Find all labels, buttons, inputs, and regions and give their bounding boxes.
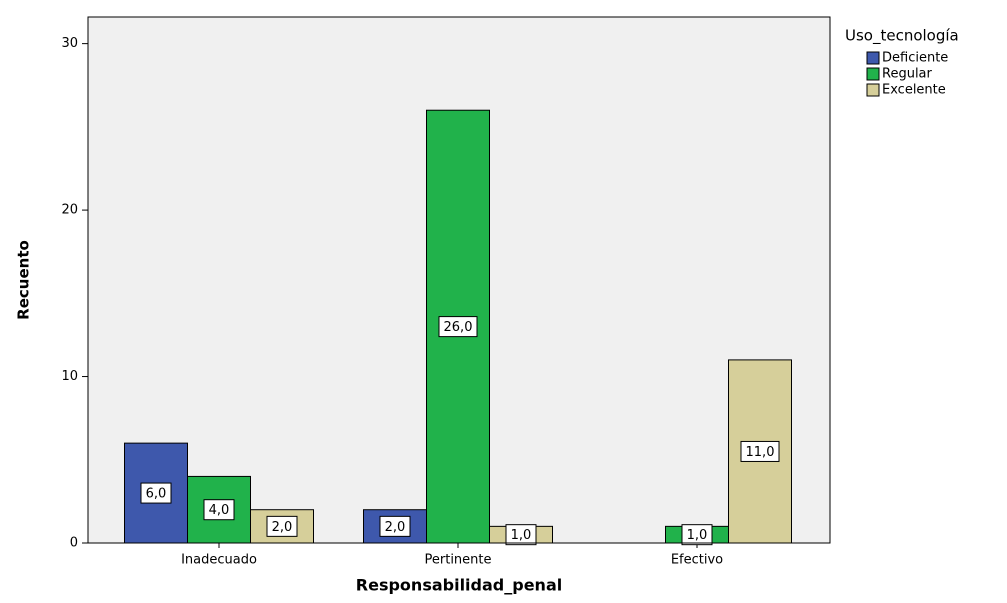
legend-label: Excelente: [882, 83, 946, 98]
legend-label: Deficiente: [882, 51, 948, 66]
value-label-box: [438, 316, 478, 338]
y-tick-label: 20: [61, 203, 78, 218]
legend-swatch: [866, 67, 880, 81]
x-axis-label: Responsabilidad_penal: [356, 576, 562, 595]
legend-swatch: [866, 51, 880, 65]
value-label: 6,0: [146, 487, 167, 502]
y-tick-label: 10: [61, 369, 78, 384]
value-label-box: [140, 482, 172, 504]
value-label-box: [740, 440, 780, 462]
value-label-box: [681, 524, 713, 546]
legend-label: Regular: [882, 67, 933, 82]
value-label: 26,0: [444, 320, 473, 335]
value-label: 11,0: [746, 445, 775, 460]
value-label: 2,0: [272, 520, 293, 535]
legend-swatch: [866, 83, 880, 97]
value-label-box: [203, 499, 235, 521]
value-label: 1,0: [687, 528, 708, 543]
value-label: 2,0: [385, 520, 406, 535]
legend-title: Uso_tecnología: [845, 27, 959, 46]
y-tick-label: 30: [61, 36, 78, 51]
y-tick-label: 0: [70, 536, 78, 551]
value-label-box: [505, 524, 537, 546]
x-tick-label: Efectivo: [671, 553, 723, 568]
x-tick-label: Pertinente: [425, 553, 492, 568]
y-axis-label: Recuento: [15, 240, 33, 320]
value-label: 1,0: [511, 528, 532, 543]
value-label: 4,0: [209, 503, 230, 518]
value-label-box: [266, 515, 298, 537]
value-label-box: [379, 515, 411, 537]
x-tick-label: Inadecuado: [181, 553, 257, 568]
